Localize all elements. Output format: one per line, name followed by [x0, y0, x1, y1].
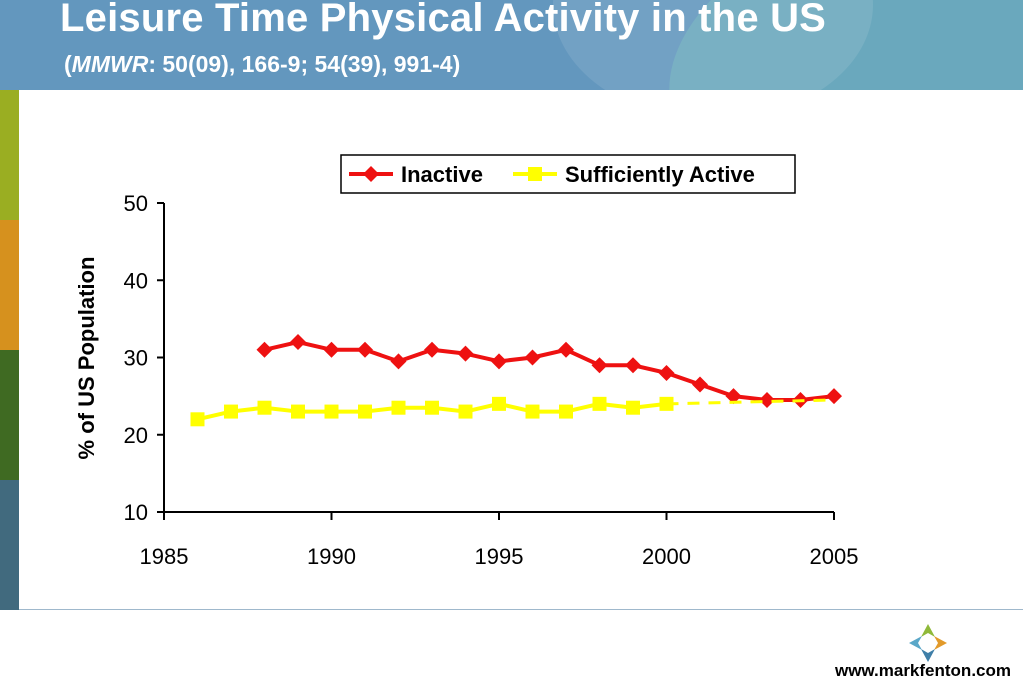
footer-url: www.markfenton.com	[834, 661, 1011, 680]
series-projection-line	[666, 398, 835, 406]
color-sidebar	[0, 90, 19, 610]
x-tick-label: 2005	[810, 544, 859, 569]
sidebar-segment	[0, 90, 19, 220]
data-point	[256, 341, 273, 358]
y-tick-label: 20	[124, 423, 148, 448]
data-point	[190, 412, 205, 427]
legend-box	[340, 154, 796, 194]
data-point	[324, 404, 339, 419]
subtitle-citation: : 50(09), 166-9; 54(39), 991-4)	[148, 51, 461, 77]
y-tick-label: 50	[124, 191, 148, 216]
data-point	[658, 364, 675, 381]
y-axis-label: % of US Population	[74, 257, 99, 460]
data-point	[692, 376, 708, 393]
slide-title: Leisure Time Physical Activity in the US	[60, 0, 827, 40]
divider	[19, 609, 1023, 610]
x-tick-label: 1995	[475, 544, 524, 569]
series-line	[264, 340, 835, 402]
data-point	[826, 388, 842, 405]
legend-label: Sufficiently Active	[565, 162, 755, 187]
data-point	[424, 341, 440, 358]
data-point	[592, 396, 607, 411]
data-point	[524, 349, 541, 366]
y-tick-label: 40	[124, 268, 148, 293]
legend-swatch-marker	[363, 166, 379, 182]
data-point	[391, 400, 406, 415]
data-point	[625, 357, 641, 374]
data-point	[626, 400, 640, 415]
y-tick-label: 30	[124, 346, 148, 371]
x-tick-label: 2000	[642, 544, 691, 569]
data-point	[525, 404, 540, 419]
y-tick-label: 10	[124, 500, 148, 525]
markfenton-logo-icon	[909, 624, 947, 662]
subtitle-source: MMWR	[71, 51, 149, 77]
data-point	[257, 400, 272, 415]
data-point	[492, 396, 506, 411]
data-point	[458, 404, 473, 419]
sidebar-segment	[0, 480, 19, 610]
data-point	[390, 353, 407, 370]
data-point	[759, 391, 775, 408]
sidebar-segment	[0, 220, 19, 350]
data-point	[491, 353, 507, 370]
slide-subtitle: (MMWR: 50(09), 166-9; 54(39), 991-4)	[64, 51, 461, 77]
slide-header: Leisure Time Physical Activity in the US…	[0, 0, 1023, 90]
data-point	[358, 404, 372, 419]
legend-label: Inactive	[401, 162, 483, 187]
data-point	[725, 388, 742, 405]
data-point	[659, 396, 674, 411]
sidebar-segment	[0, 350, 19, 480]
data-point	[558, 341, 574, 358]
data-point	[323, 341, 340, 358]
legend-swatch-marker	[528, 167, 542, 181]
header-swoosh	[553, 0, 873, 90]
data-point	[357, 341, 373, 358]
x-tick-label: 1990	[307, 544, 356, 569]
data-point	[291, 404, 305, 419]
x-tick-label: 1985	[140, 544, 189, 569]
data-point	[559, 404, 573, 419]
data-point	[425, 400, 439, 415]
data-point	[290, 334, 306, 351]
data-point	[457, 345, 474, 362]
data-point	[591, 357, 608, 374]
data-point	[224, 404, 238, 419]
